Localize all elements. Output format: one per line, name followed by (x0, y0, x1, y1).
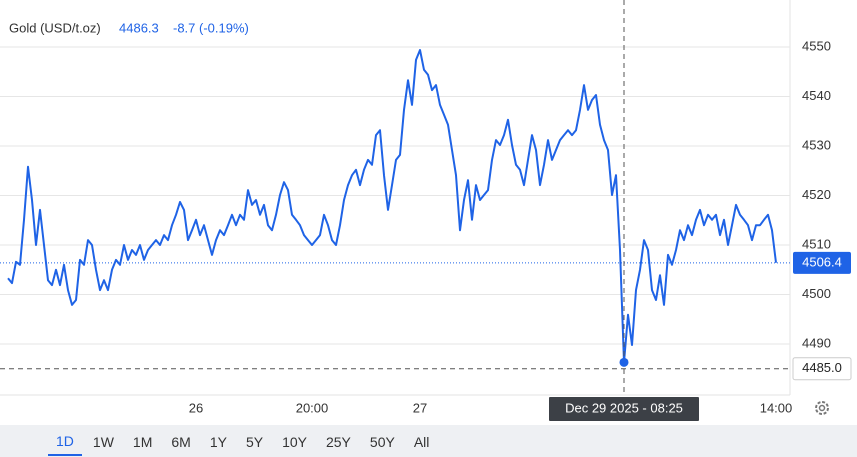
y-tick-label: 4530 (802, 137, 831, 152)
change: -8.7 (-0.19%) (173, 20, 249, 35)
price-line (7, 49, 777, 364)
instrument-name: Gold (USD/t.oz) (9, 20, 101, 35)
crosshair-x-label: Dec 29 2025 - 08:25 (565, 400, 683, 415)
y-tick-label: 4540 (802, 88, 831, 103)
range-button[interactable]: 1Y (209, 433, 227, 450)
crosshair-x-box (549, 397, 699, 421)
range-button[interactable]: 25Y (325, 433, 351, 450)
x-tick-label: 14:00 (760, 400, 793, 415)
crosshair-dot (619, 357, 629, 367)
range-button[interactable]: 50Y (369, 433, 395, 450)
y-tick-label: 4510 (802, 236, 831, 251)
x-tick-label: 27 (413, 400, 427, 415)
crosshair-y-box (792, 357, 852, 381)
y-tick-label: 4550 (802, 38, 831, 53)
range-button[interactable]: All (413, 433, 430, 450)
range-button[interactable]: 1D (48, 427, 82, 456)
last-price-box (793, 251, 851, 274)
x-tick-label: 20:00 (296, 400, 329, 415)
gear-hub (818, 404, 826, 412)
settings-icon[interactable] (815, 401, 829, 415)
crosshair-y-label: 4485.0 (802, 360, 842, 375)
range-button[interactable]: 5Y (245, 433, 264, 450)
last-price-label: 4506.4 (802, 254, 842, 269)
price: 4486.3 (119, 20, 159, 35)
x-tick-label: 26 (189, 400, 203, 415)
range-button[interactable]: 10Y (282, 433, 307, 450)
range-button[interactable]: 6M (171, 433, 191, 450)
y-tick-label: 4500 (802, 286, 831, 301)
range-bar: 1D 1W 1M 6M 1Y 5Y 10Y 25Y 50Y All (0, 425, 857, 457)
range-button[interactable]: 1W (92, 433, 114, 450)
chart: Gold (USD/t.oz) 4486.3 -8.7 (-0.19%) 449… (0, 0, 852, 421)
y-tick-label: 4520 (802, 187, 831, 202)
y-tick-label: 4490 (802, 335, 831, 350)
range-button[interactable]: 1M (132, 433, 153, 450)
gear (815, 401, 829, 415)
